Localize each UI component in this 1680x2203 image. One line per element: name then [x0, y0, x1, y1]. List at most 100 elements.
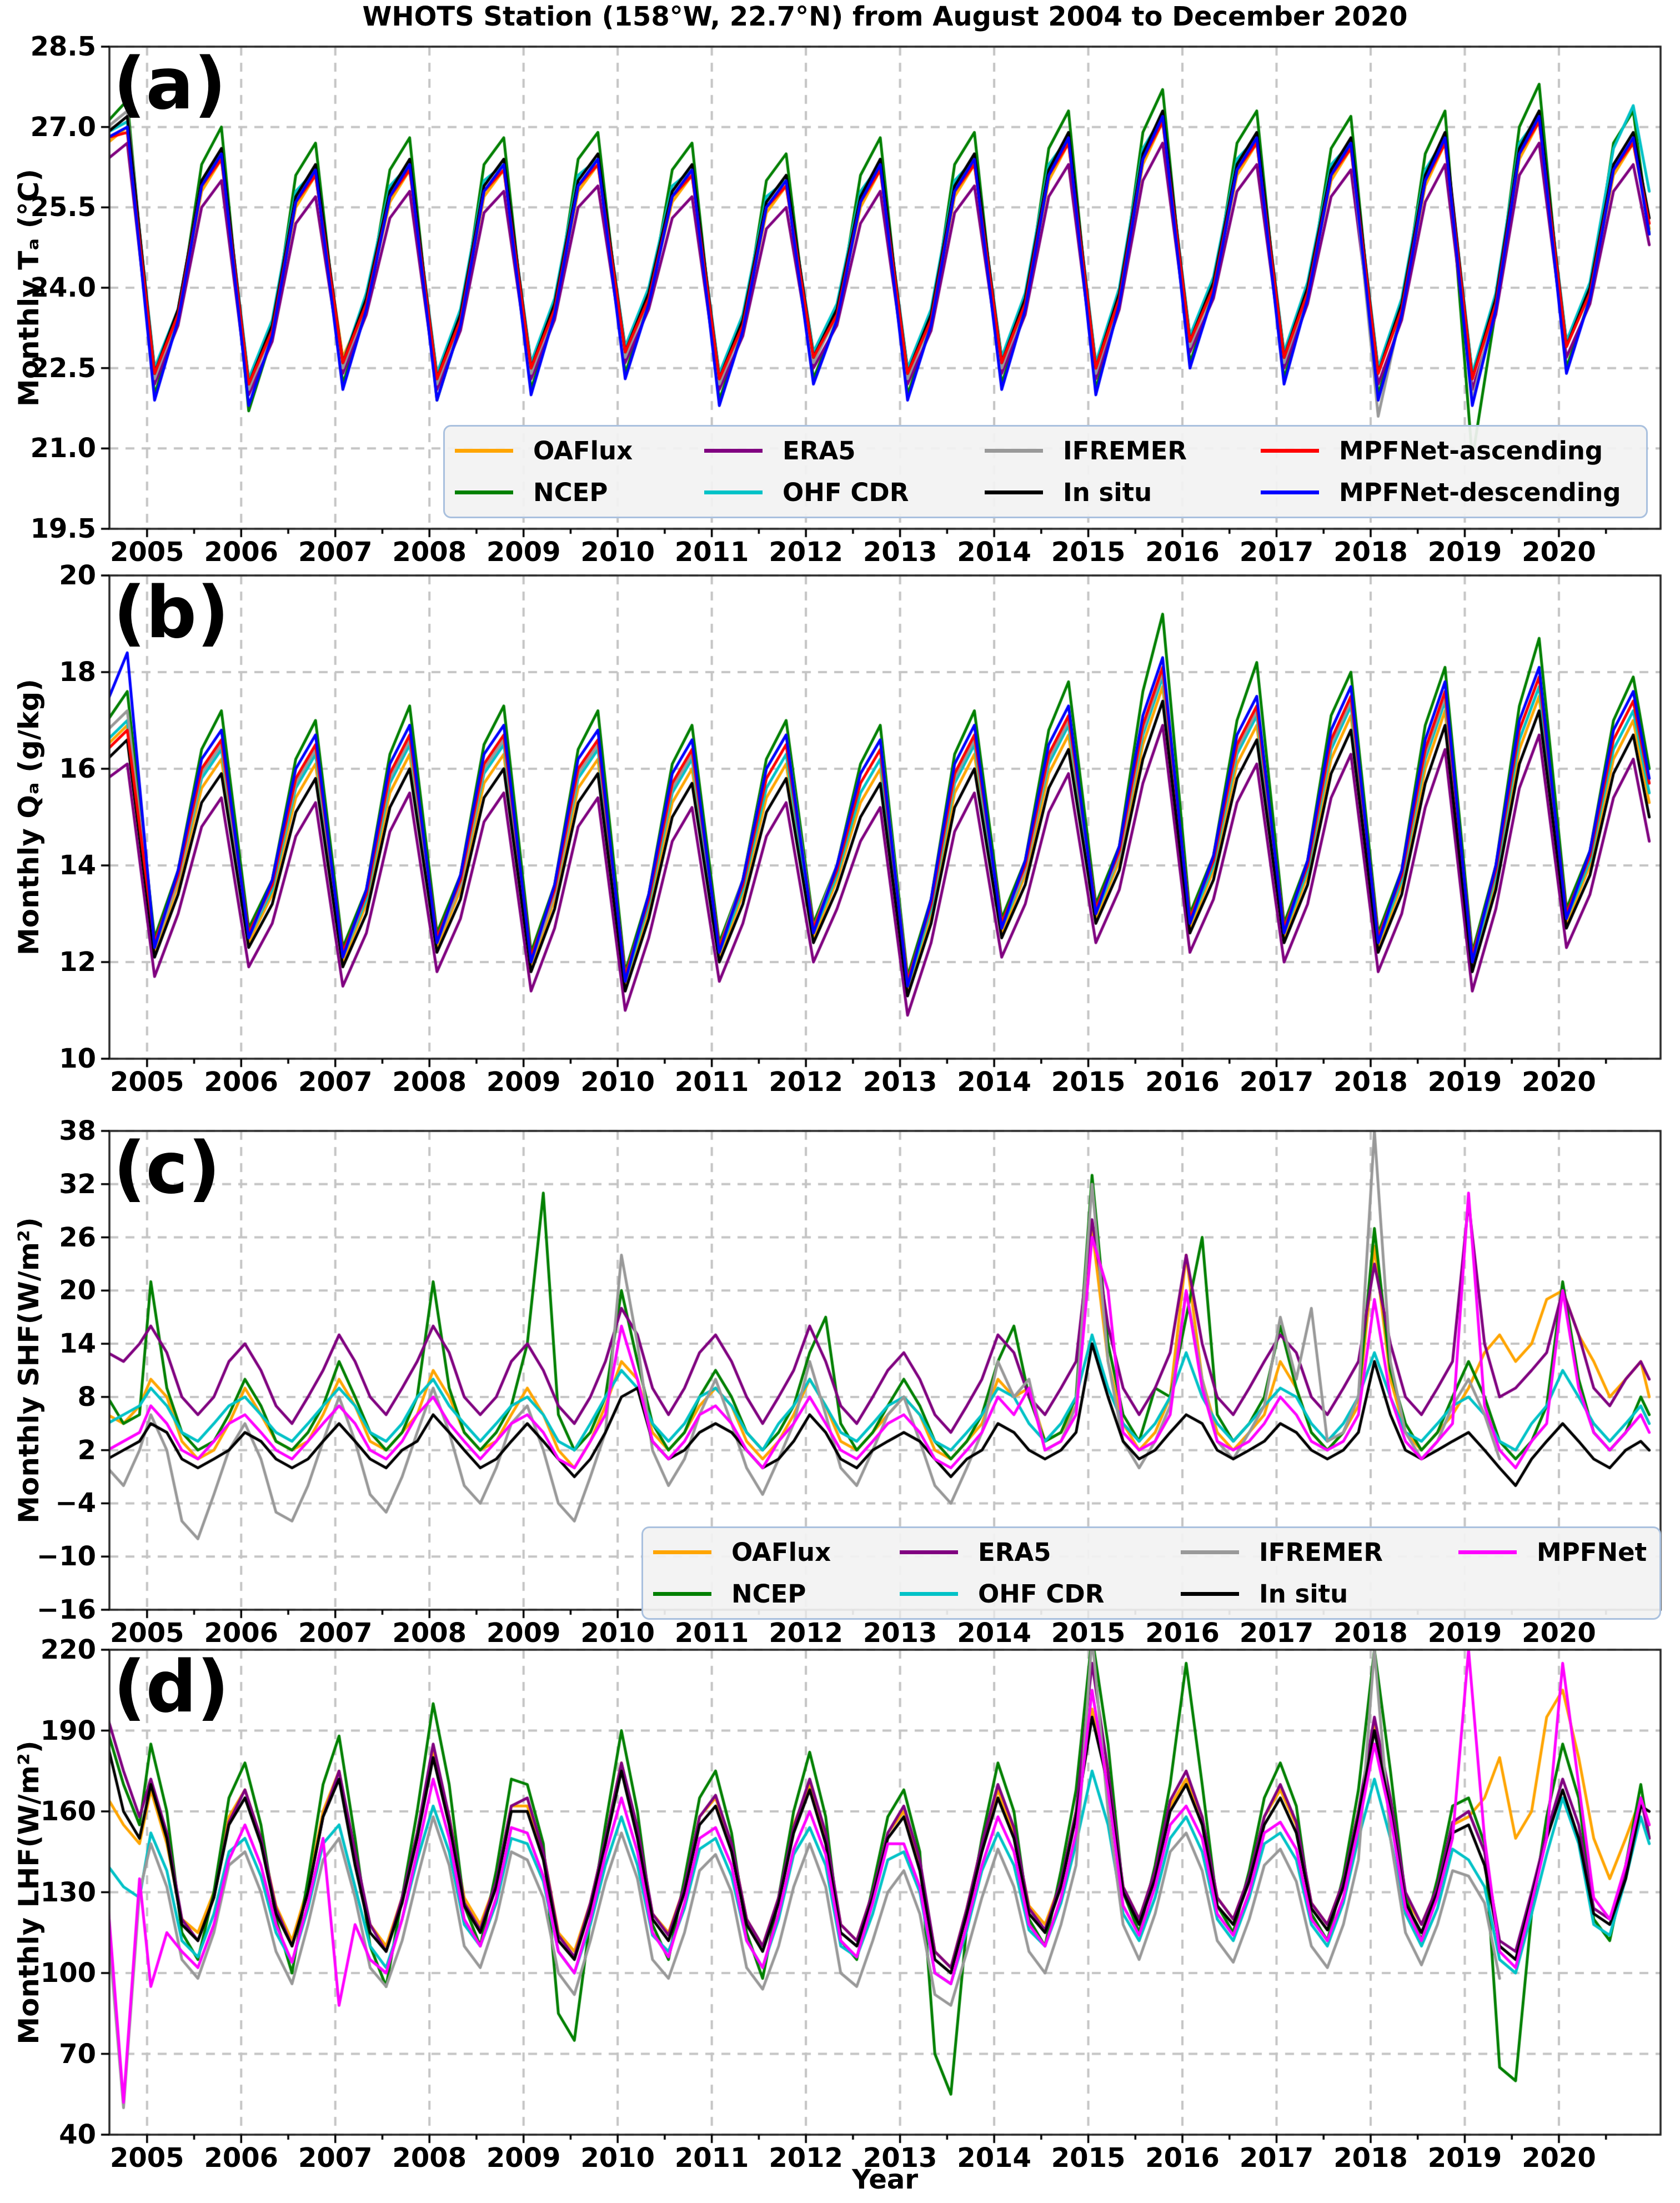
legend-label: ERA5: [783, 435, 856, 465]
legend-label: OAFlux: [533, 435, 633, 465]
x-tick-label: 2017: [1239, 1618, 1314, 1649]
in-situ-line-swatch: [1181, 1592, 1239, 1596]
x-tick-label: 2011: [674, 537, 749, 568]
y-tick-label: 25.5: [30, 192, 96, 223]
y-tick-label: 40: [59, 2119, 96, 2150]
oaflux-line-swatch: [653, 1550, 711, 1554]
y-axis-label-qa: Monthly Qₐ (g/kg): [13, 679, 45, 955]
legend-label: IFREMER: [1259, 1537, 1383, 1567]
y-tick-label: 32: [59, 1168, 96, 1200]
mpfnet-ascending-line-swatch: [1261, 448, 1319, 453]
x-tick-label: 2014: [957, 1618, 1031, 1649]
y-tick-label: 14: [59, 850, 96, 881]
x-tick-label: 2018: [1333, 2142, 1408, 2174]
x-tick-label: 2014: [957, 2142, 1031, 2174]
x-tick-label: 2014: [957, 537, 1031, 568]
x-tick-label: 2006: [204, 1618, 279, 1649]
legend-label: MPFNet-descending: [1339, 478, 1621, 508]
y-tick-label: −10: [36, 1541, 96, 1573]
x-tick-label: 2010: [580, 537, 655, 568]
x-tick-label: 2011: [674, 1618, 749, 1649]
x-tick-label: 2020: [1522, 537, 1596, 568]
mpfnet-descending-line-swatch: [1261, 490, 1319, 495]
x-tick-label: 2016: [1145, 1618, 1220, 1649]
legend-label: IFREMER: [1063, 435, 1187, 465]
x-tick-label: 2007: [298, 2142, 373, 2174]
ifremer-line-swatch: [985, 448, 1043, 453]
x-tick-label: 2013: [862, 1618, 937, 1649]
y-tick-label: 24.0: [30, 272, 96, 303]
legend-item: IFREMER: [975, 433, 1251, 468]
y-tick-label: −4: [55, 1488, 96, 1519]
x-tick-label: 2012: [769, 1618, 843, 1649]
x-tick-label: 2011: [674, 2142, 749, 2174]
legend-label: NCEP: [731, 1579, 806, 1609]
legend-item: MPFNet-descending: [1251, 475, 1646, 510]
legend-item: NCEP: [445, 475, 694, 510]
x-tick-label: 2020: [1522, 1067, 1596, 1098]
y-tick-label: 38: [59, 1115, 96, 1146]
panel-letter-c: (c): [113, 1127, 220, 1210]
ohf-cdr-line-swatch: [704, 490, 763, 495]
ifremer-line-swatch: [1181, 1550, 1239, 1554]
x-tick-label: 2015: [1051, 1618, 1126, 1649]
y-tick-label: −16: [36, 1594, 96, 1625]
x-axis-label: Year: [852, 2164, 918, 2195]
x-tick-label: 2007: [298, 1067, 373, 1098]
y-tick-label: 27.0: [30, 111, 96, 143]
x-tick-label: 2016: [1145, 1067, 1220, 1098]
x-tick-label: 2018: [1333, 1618, 1408, 1649]
x-tick-label: 2006: [204, 537, 279, 568]
legend-panel-c: OAFlux ERA5 IFREMER MPFNet NCEP OHF CDR …: [641, 1526, 1661, 1620]
era5-line-swatch: [704, 448, 763, 453]
x-tick-label: 2015: [1051, 1067, 1126, 1098]
x-tick-label: 2020: [1522, 1618, 1596, 1649]
chart-title: WHOTS Station (158°W, 22.7°N) from Augus…: [362, 1, 1408, 32]
legend-label: OHF CDR: [783, 478, 909, 508]
y-tick-label: 220: [40, 1634, 96, 1665]
y-tick-label: 100: [40, 1957, 96, 1989]
x-tick-label: 2013: [862, 537, 937, 568]
mpfnet-line-swatch: [1458, 1550, 1517, 1554]
x-tick-label: 2015: [1051, 537, 1126, 568]
x-tick-label: 2018: [1333, 537, 1408, 568]
y-tick-label: 160: [40, 1796, 96, 1827]
x-tick-label: 2008: [392, 537, 467, 568]
y-tick-label: 18: [59, 657, 96, 688]
x-tick-label: 2019: [1427, 1067, 1502, 1098]
x-tick-label: 2017: [1239, 2142, 1314, 2174]
x-tick-label: 2007: [298, 537, 373, 568]
legend-label: MPFNet-ascending: [1339, 435, 1603, 465]
x-tick-label: 2012: [769, 2142, 843, 2174]
x-tick-label: 2009: [486, 2142, 561, 2174]
x-tick-label: 2018: [1333, 1067, 1408, 1098]
oaflux-line-swatch: [455, 448, 513, 453]
x-tick-label: 2005: [109, 1067, 184, 1098]
ohf-cdr-line-swatch: [900, 1592, 958, 1596]
legend-label: In situ: [1063, 478, 1152, 508]
x-tick-label: 2010: [580, 1067, 655, 1098]
legend-label: OHF CDR: [978, 1579, 1105, 1609]
y-tick-label: 70: [59, 2038, 96, 2070]
panel-letter-b: (b): [113, 572, 229, 654]
x-tick-label: 2008: [392, 2142, 467, 2174]
legend-item: In situ: [975, 475, 1251, 510]
y-tick-label: 130: [40, 1876, 96, 1908]
legend-label: NCEP: [533, 478, 608, 508]
legend-label: MPFNet: [1537, 1537, 1647, 1567]
y-tick-label: 20: [59, 560, 96, 591]
x-tick-label: 2005: [109, 537, 184, 568]
y-axis-label-shf: Monthly SHF(W/m²): [13, 1217, 45, 1524]
x-tick-label: 2005: [109, 2142, 184, 2174]
y-tick-label: 10: [59, 1043, 96, 1074]
legend-label: In situ: [1259, 1579, 1348, 1609]
legend-item: ERA5: [694, 433, 975, 468]
panel-letter-a: (a): [113, 43, 227, 126]
x-tick-label: 2009: [486, 1618, 561, 1649]
x-tick-label: 2009: [486, 537, 561, 568]
legend-item: ERA5: [890, 1534, 1171, 1570]
x-tick-label: 2014: [957, 1067, 1031, 1098]
y-tick-label: 12: [59, 947, 96, 978]
ncep-line-swatch: [653, 1592, 711, 1596]
